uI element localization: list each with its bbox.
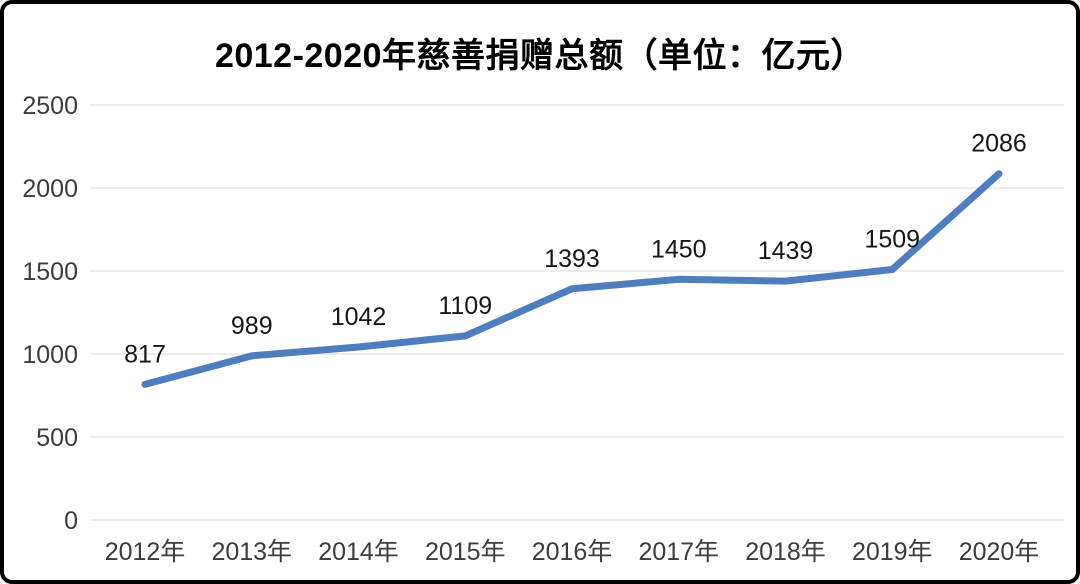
y-axis-tick-label: 1000 xyxy=(22,341,78,369)
data-label: 817 xyxy=(124,340,166,368)
y-axis-tick-label: 2000 xyxy=(22,175,78,203)
data-label: 1042 xyxy=(331,303,387,331)
x-axis-tick-label: 2018年 xyxy=(745,538,826,566)
data-label: 1439 xyxy=(758,237,814,265)
y-axis-tick-label: 1500 xyxy=(22,258,78,286)
y-axis-tick-label: 500 xyxy=(36,424,78,452)
x-axis-tick-label: 2012年 xyxy=(105,538,186,566)
x-axis-tick-label: 2013年 xyxy=(211,538,292,566)
data-label: 1509 xyxy=(864,226,920,254)
x-axis-tick-label: 2019年 xyxy=(852,538,933,566)
x-axis-tick-label: 2015年 xyxy=(425,538,506,566)
y-axis-tick-label: 2500 xyxy=(22,92,78,120)
data-label: 1109 xyxy=(438,292,492,320)
data-label: 2086 xyxy=(971,130,1027,158)
x-axis-tick-label: 2016年 xyxy=(532,538,613,566)
x-axis-tick-label: 2020年 xyxy=(959,538,1040,566)
line-chart: 0 500 1000 1500 2000 2500 2012年 2013年 2014年 2015年… xyxy=(22,92,1064,566)
x-axis-tick-label: 2014年 xyxy=(318,538,399,566)
y-axis-tick-label: 0 xyxy=(64,507,78,535)
chart-title: 2012-2020年慈善捐赠总额（单位：亿元） xyxy=(214,37,866,75)
data-label: 1393 xyxy=(544,245,600,273)
data-line-series xyxy=(141,170,1003,388)
x-axis-tick-label: 2017年 xyxy=(638,538,719,566)
data-label: 989 xyxy=(231,312,273,340)
data-label: 1450 xyxy=(651,235,707,263)
